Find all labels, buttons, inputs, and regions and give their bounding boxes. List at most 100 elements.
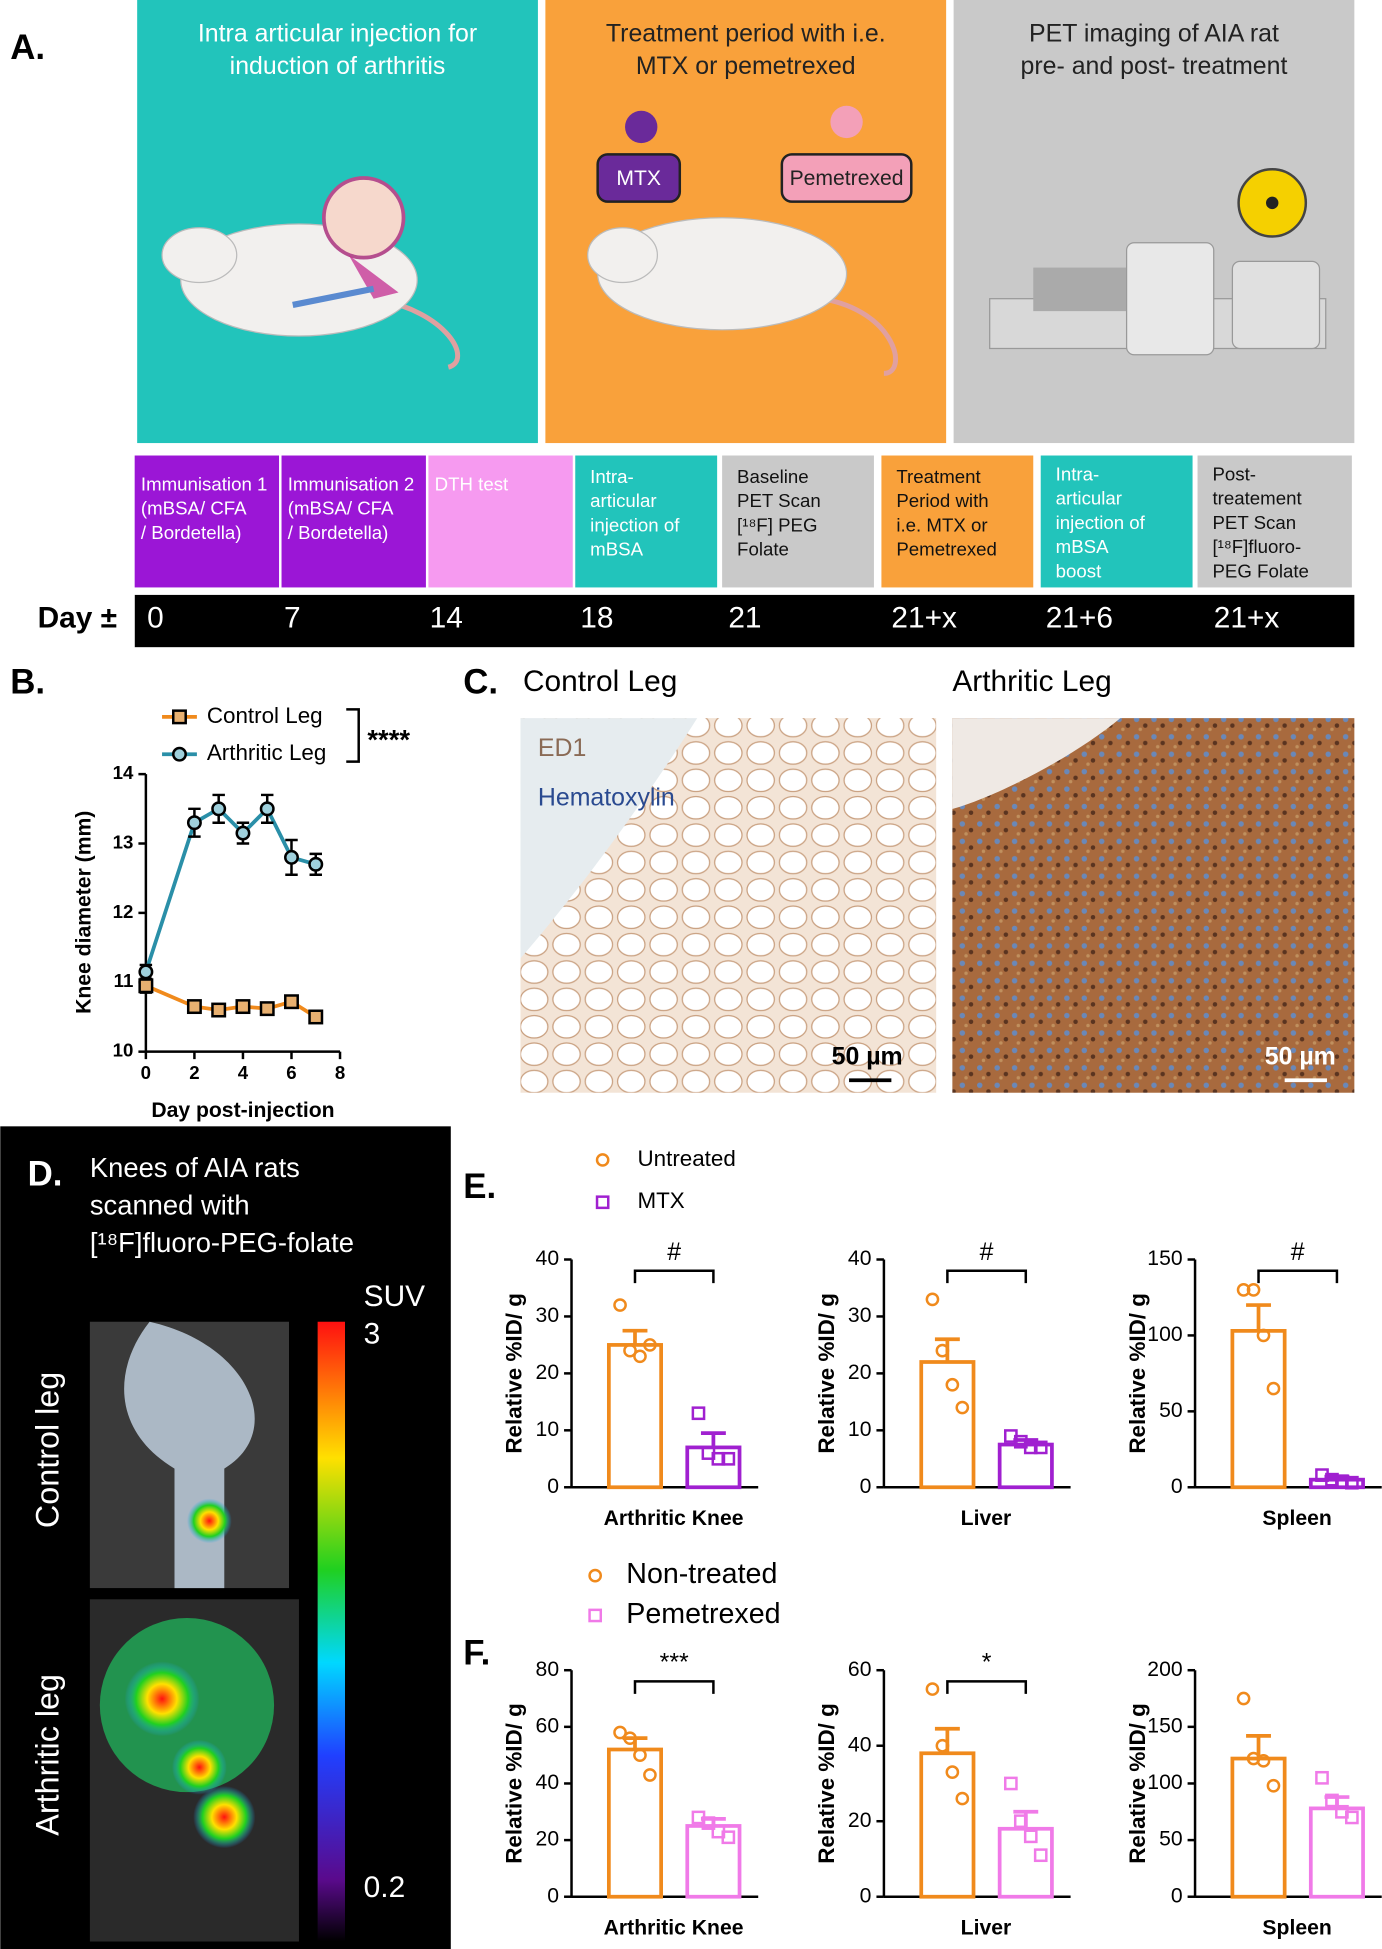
pet-title: [¹⁸F]fluoro-PEG-folate — [90, 1227, 354, 1258]
y-tick-label: 40 — [536, 1771, 560, 1794]
y-tick-label: 10 — [848, 1418, 872, 1441]
pet-title: scanned with — [90, 1189, 250, 1220]
timeline-text: Period with — [896, 490, 988, 511]
timeline-text: Immunisation 1 — [141, 473, 268, 494]
point — [721, 1830, 736, 1845]
point — [138, 964, 154, 980]
y-axis-label: Relative %ID/ g — [501, 1703, 526, 1864]
day-text: 21 — [728, 602, 761, 635]
point — [945, 1377, 960, 1392]
timeline-text: i.e. MTX or — [896, 514, 987, 535]
point — [643, 1338, 657, 1352]
timeline-text: injection of — [1056, 512, 1146, 533]
y-tick-label: 100 — [1147, 1771, 1182, 1794]
y-tick-label: 0 — [1171, 1884, 1183, 1907]
x-tick-label: 4 — [238, 1062, 249, 1083]
bar — [606, 1343, 663, 1490]
point — [235, 825, 251, 841]
stage-text: Intra articular injection for — [198, 19, 477, 47]
drug-label: MTX — [616, 167, 661, 190]
point — [925, 1682, 940, 1696]
panel-label: D. — [28, 1154, 63, 1193]
error-bar — [622, 1328, 648, 1345]
point — [1266, 1381, 1281, 1396]
y-tick-label: 40 — [848, 1247, 872, 1270]
point — [1256, 1753, 1271, 1768]
y-tick-label: 0 — [860, 1475, 872, 1498]
timeline-text: Folate — [737, 539, 789, 560]
y-tick-label: 0 — [1171, 1475, 1183, 1498]
timeline-text: (mBSA/ CFA — [288, 498, 394, 519]
timeline-text: (mBSA/ CFA — [141, 498, 247, 519]
point — [308, 1009, 324, 1025]
timeline-text: Immunisation 2 — [288, 473, 415, 494]
point — [186, 999, 202, 1015]
panel-labels: A. B. C. D. E. F. — [10, 28, 498, 1672]
timeline-box — [881, 455, 1034, 588]
timeline-text: / Bordetella) — [288, 522, 389, 543]
point — [1315, 1770, 1329, 1785]
timeline-box — [428, 455, 573, 588]
point — [1256, 1328, 1271, 1343]
point — [1345, 1475, 1359, 1490]
legend-marker — [595, 1195, 610, 1210]
point — [955, 1791, 970, 1806]
y-axis-label: Relative %ID/ g — [814, 1703, 839, 1864]
timeline-box — [1197, 455, 1352, 588]
point — [211, 1002, 227, 1018]
day-text: 21+6 — [1046, 602, 1113, 635]
y-tick-label: 14 — [113, 762, 134, 783]
day-text: 18 — [580, 602, 613, 635]
day-bar-gap — [0, 594, 135, 648]
legend-label: Arthritic Leg — [207, 740, 326, 765]
stage-text: PET imaging of AIA rat — [1029, 19, 1279, 47]
point — [955, 1400, 970, 1415]
x-axis-label: Spleen — [1262, 1507, 1331, 1530]
point — [1033, 1440, 1048, 1455]
x-axis-label: Day post-injection — [151, 1099, 334, 1122]
x-axis-label: Arthritic Knee — [604, 1917, 744, 1940]
panel-label: C. — [463, 663, 498, 702]
point — [186, 815, 202, 831]
significance: * — [982, 1649, 992, 1677]
timeline-text: treatement — [1212, 488, 1302, 509]
y-axis-label: Relative %ID/ g — [1125, 1703, 1150, 1864]
y-tick-label: 150 — [1147, 1247, 1182, 1270]
drug-label: Pemetrexed — [790, 167, 904, 190]
y-axis-label: Relative %ID/ g — [1125, 1293, 1150, 1454]
legend-label: Untreated — [637, 1146, 735, 1171]
significance-bracket — [946, 1269, 1028, 1284]
significance-bracket — [946, 1680, 1028, 1694]
rat-2 — [587, 105, 913, 376]
annotation: **** — [367, 724, 410, 755]
legend-label: MTX — [637, 1188, 684, 1213]
day-label: Day ± — [38, 602, 117, 635]
point — [138, 978, 154, 994]
timeline-box — [575, 455, 718, 588]
legend-label: Control Leg — [207, 703, 323, 728]
panel-label: F. — [463, 1633, 490, 1672]
point — [308, 856, 324, 872]
point — [945, 1765, 960, 1779]
timeline-box — [134, 455, 280, 588]
significance-bracket — [1257, 1269, 1339, 1284]
legend-marker — [588, 1568, 603, 1583]
point — [925, 1292, 940, 1307]
legend-marker — [595, 1153, 610, 1167]
point — [623, 1343, 637, 1358]
histology-title: Control Leg — [523, 665, 677, 698]
row-label: Arthritic leg — [30, 1674, 66, 1836]
histology-title: Arthritic Leg — [952, 665, 1111, 698]
timeline-box — [722, 455, 874, 588]
y-tick-label: 30 — [848, 1304, 872, 1327]
timeline-text: DTH test — [435, 473, 509, 494]
y-tick-label: 12 — [113, 901, 134, 922]
bar — [1230, 1756, 1287, 1899]
stage-text: induction of arthritis — [230, 52, 446, 80]
legend-marker — [172, 709, 187, 725]
point — [613, 1725, 627, 1740]
day-text: 14 — [430, 602, 463, 635]
